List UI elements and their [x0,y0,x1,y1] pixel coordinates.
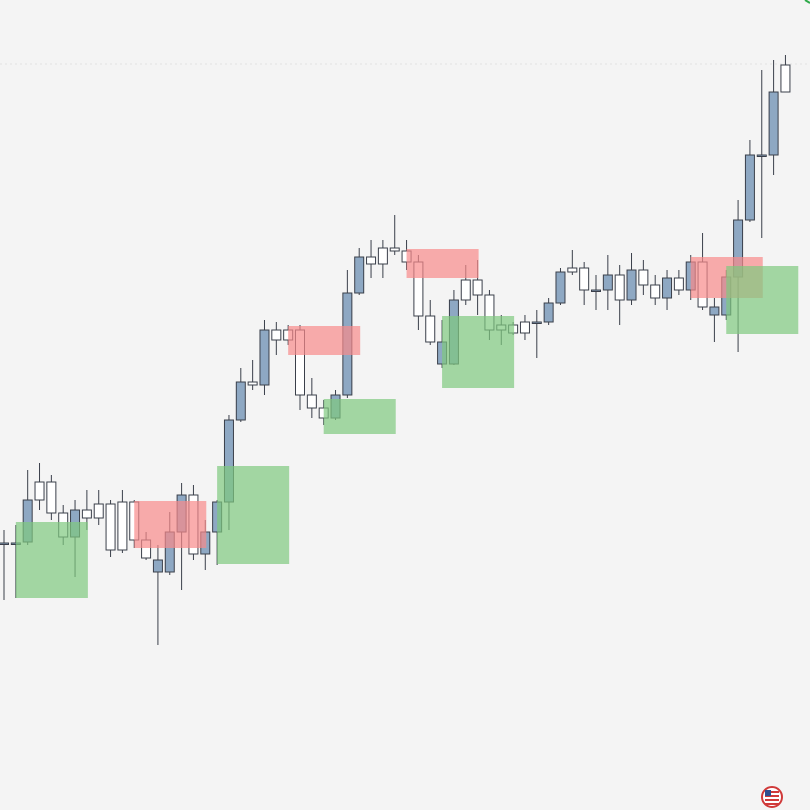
candle-body [519,321,530,334]
candle-body [235,381,246,421]
zone [288,326,361,355]
candle-body [34,481,45,501]
candle-body [152,559,163,573]
candle-body [662,277,673,299]
candles [0,55,791,645]
zone [134,501,207,548]
candle-body [567,267,578,273]
candle-body [366,256,377,265]
candle-body [105,503,116,551]
candle-body [259,329,270,386]
candle-body [247,381,258,386]
candle-body [756,154,767,157]
candle-body [117,501,128,551]
candle-body [472,279,483,296]
zone [726,266,799,334]
candle-body [602,274,613,291]
candle-body [460,279,471,301]
candle-body [271,329,282,341]
candle-body [543,302,554,323]
candle-body [579,267,590,291]
candle-body [354,256,365,294]
candle-body [93,503,104,519]
candle-body [626,269,637,301]
candle-body [614,274,625,301]
candle-body [709,306,720,316]
candle-body [780,64,791,93]
candle-body [377,247,388,265]
zone [442,316,515,388]
candle-body [46,481,57,514]
candle-body [673,277,684,291]
zone [217,466,290,564]
candle-body [531,321,542,324]
candle-body [591,289,601,292]
candle-body [0,542,9,545]
candle-body [638,269,649,286]
candle-body [425,315,436,343]
candle-body [306,394,317,409]
candle-body [744,154,755,221]
candle-body [389,247,400,252]
candle-body [650,284,661,299]
candle-body [81,509,92,519]
corner-mark [804,0,810,4]
flag-icon [761,786,783,808]
zone [15,522,88,598]
candle-body [768,91,779,156]
zone [406,249,479,278]
zone [323,399,396,434]
candle-body [555,271,566,304]
